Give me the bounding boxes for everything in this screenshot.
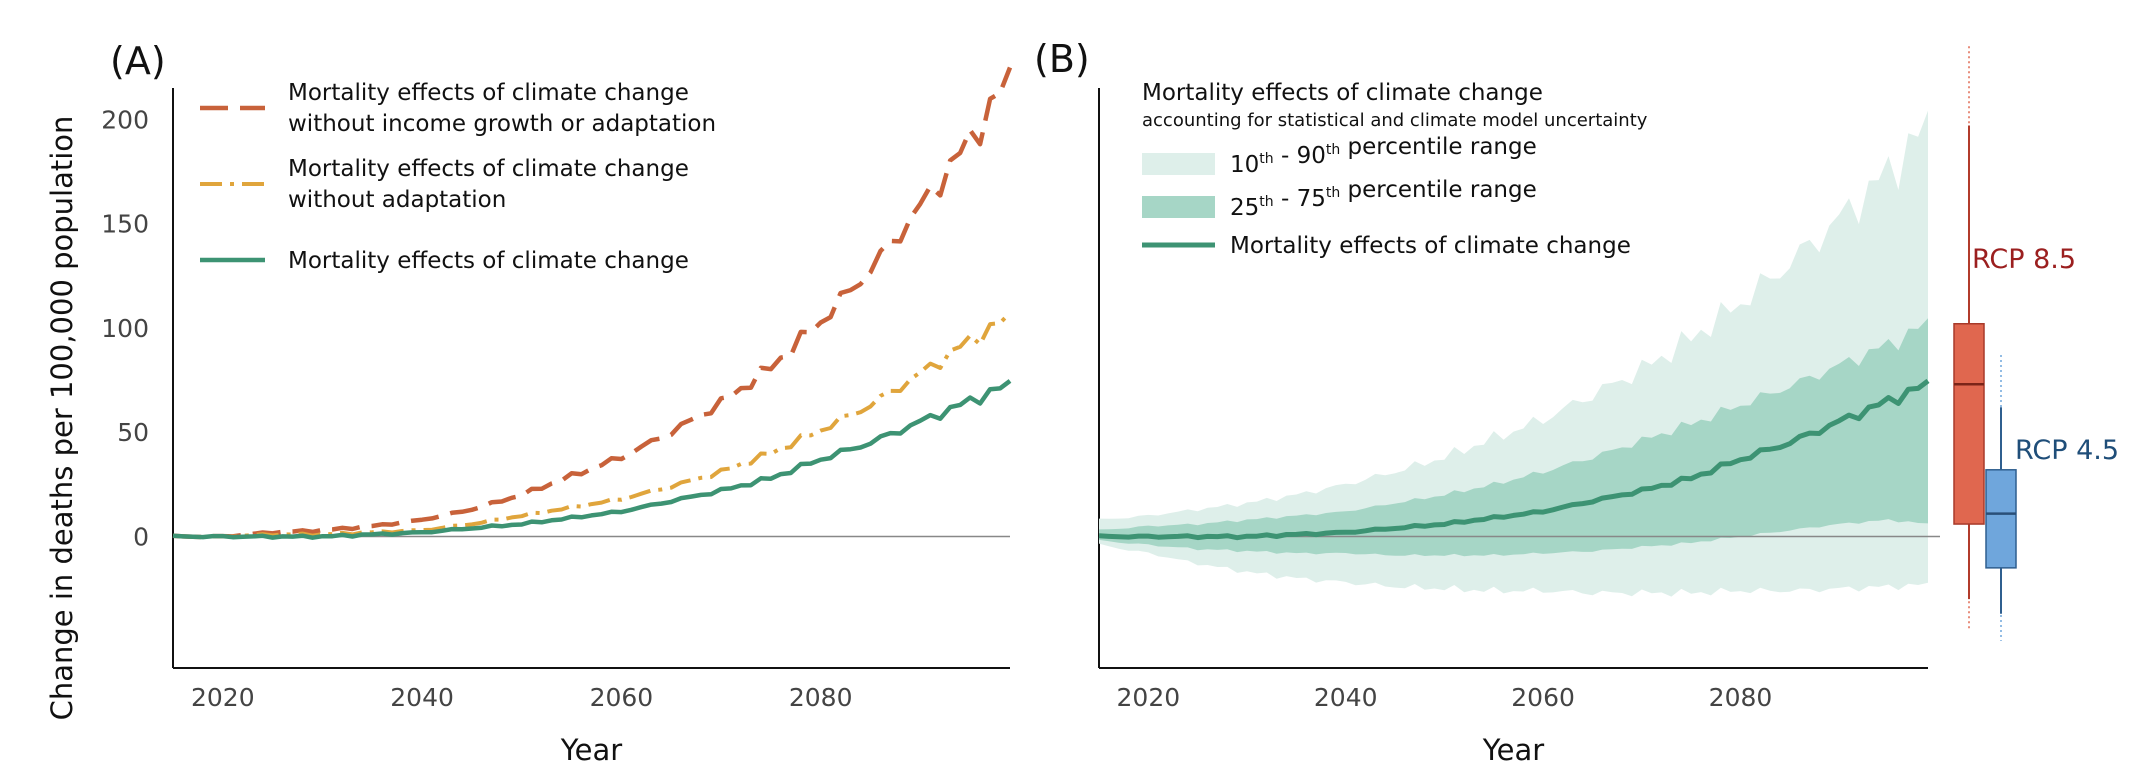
panel-a-y-tick-label: 150: [101, 210, 149, 239]
panel-b-band-25-75: [1099, 318, 1928, 557]
panel-a-x-tick-label: 2060: [590, 683, 654, 712]
legend-text-part: 25: [1230, 195, 1259, 221]
superscript: th: [1326, 185, 1340, 201]
panel-b-legend-subtitle: accounting for statistical and climate m…: [1142, 110, 1648, 131]
panel-b-legend-swatch-25-75: [1142, 196, 1215, 218]
rcp45-label: RCP 4.5: [2015, 435, 2119, 466]
panel-a-y-tick-label: 100: [101, 314, 149, 343]
legend-text-part: percentile range: [1340, 134, 1537, 160]
rcp85-label: RCP 8.5: [1972, 244, 2076, 275]
panel-a-legend-label: without adaptation: [288, 187, 506, 213]
legend-text-part: - 75: [1274, 186, 1326, 212]
panel-a-series-line-no_income_no_adapt: [172, 66, 1013, 540]
panel-a-legend-label: without income growth or adaptation: [288, 111, 716, 137]
panel-a-y-axis-title: Change in deaths per 100,000 population: [45, 116, 79, 721]
panel-b-legend-label-median: Mortality effects of climate change: [1230, 233, 1631, 259]
panel-b-x-tick-label: 2060: [1511, 683, 1575, 712]
legend-text-part: 10: [1230, 152, 1259, 178]
legend-text-part: percentile range: [1340, 177, 1537, 203]
boxplot-rcp45: [1985, 355, 2017, 641]
panel-b-x-axis-title: Year: [1482, 733, 1544, 767]
panel-b-x-tick-label: 2040: [1314, 683, 1378, 712]
boxplot-box: [1953, 323, 1985, 525]
panel-a-x-tick-label: 2020: [191, 683, 255, 712]
panel-a-legend-label: Mortality effects of climate change: [288, 248, 689, 274]
panel-a-y-tick-label: 0: [133, 523, 149, 552]
panel-b-legend-label-p10_90: 10th - 90th percentile range: [1230, 134, 1537, 178]
panel-b-legend-title: Mortality effects of climate change: [1142, 80, 1543, 106]
panel-a-label: (A): [110, 39, 166, 83]
panel-b-legend-label-p25_75: 25th - 75th percentile range: [1230, 177, 1537, 221]
panel-a-x-axis-title: Year: [560, 733, 622, 767]
panel-a-y-tick-label: 200: [101, 105, 149, 134]
panel-a-series-line-no_adapt: [172, 311, 1012, 540]
panel-a-series-line-full: [172, 379, 1012, 540]
panel-b-x-tick-label: 2080: [1709, 683, 1773, 712]
panel-b-legend-swatch-10-90: [1142, 153, 1215, 175]
panel-a-y-tick-label: 50: [117, 418, 149, 447]
legend-text-part: - 90: [1274, 143, 1326, 169]
superscript: th: [1326, 142, 1340, 158]
panel-b-label: (B): [1034, 37, 1090, 81]
panel-a-legend-label: Mortality effects of climate change: [288, 80, 689, 106]
boxplot-box: [1985, 469, 2017, 569]
panel-b-median-line: [1098, 378, 1930, 541]
superscript: th: [1259, 151, 1273, 167]
panel-b-x-tick-label: 2020: [1117, 683, 1181, 712]
boxplot-rcp85: [1953, 46, 1985, 631]
superscript: th: [1259, 194, 1273, 210]
panel-a-x-tick-label: 2080: [789, 683, 853, 712]
panel-a-legend-label: Mortality effects of climate change: [288, 156, 689, 182]
panel-a-x-tick-label: 2040: [390, 683, 454, 712]
